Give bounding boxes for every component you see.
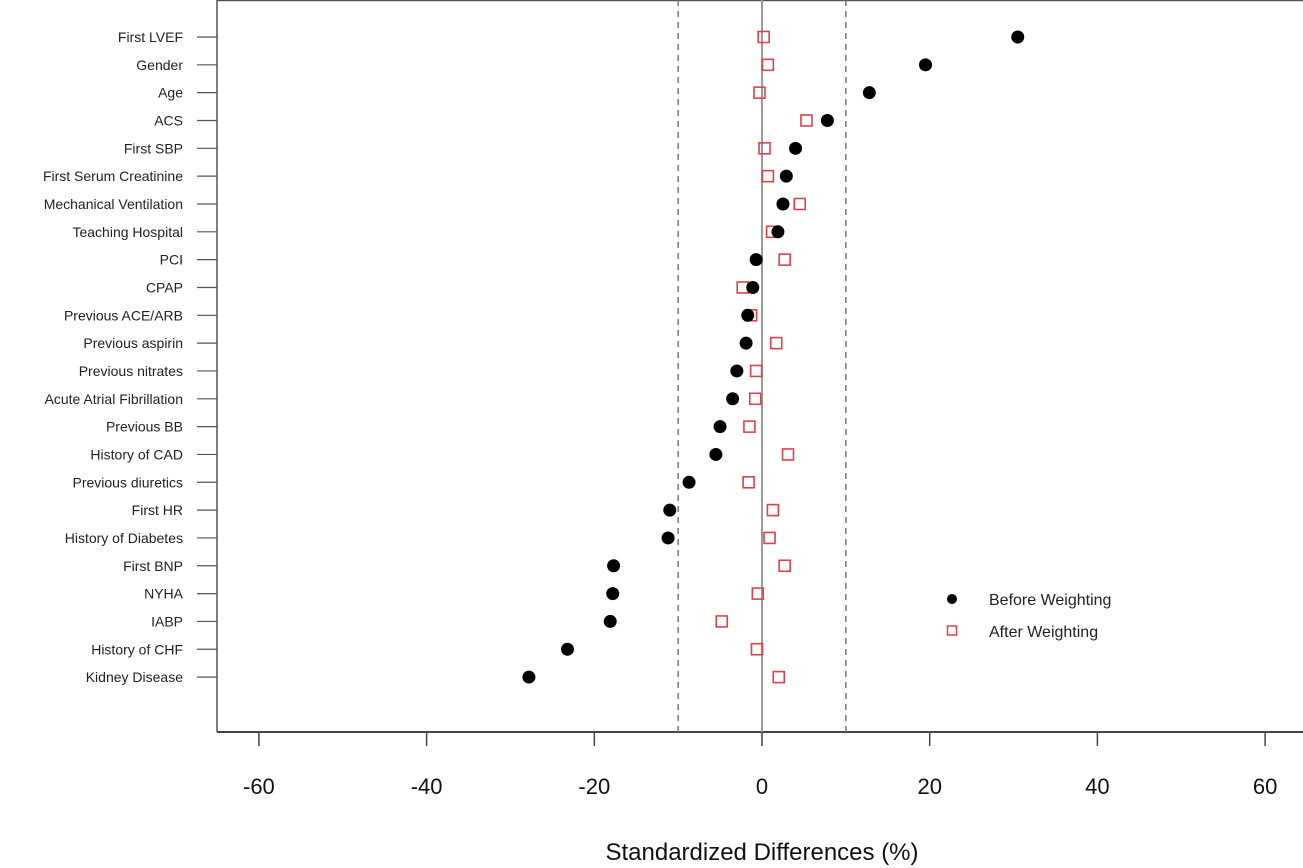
- category-label: Previous BB: [106, 419, 183, 435]
- legend-marker-before: [947, 594, 957, 604]
- category-label: First SBP: [124, 140, 183, 156]
- before-weighting-point: [919, 58, 933, 72]
- x-tick-label: 20: [917, 774, 941, 799]
- x-tick-label: -60: [243, 774, 275, 799]
- category-label: First Serum Creatinine: [43, 168, 183, 184]
- before-weighting-point: [682, 475, 696, 489]
- after-weighting-point: [793, 197, 807, 211]
- x-tick-label: 0: [756, 774, 768, 799]
- before-weighting-point: [730, 364, 744, 378]
- after-weighting-point: [743, 420, 756, 433]
- before-weighting-point: [661, 531, 675, 545]
- category-label: Previous ACE/ARB: [64, 307, 183, 323]
- after-weighting-point: [757, 30, 770, 44]
- legend: Before Weighting After Weighting: [946, 592, 1111, 641]
- category-label: CPAP: [146, 279, 183, 295]
- after-weighting-point: [761, 169, 775, 183]
- category-label: Acute Atrial Fibrillation: [44, 391, 183, 407]
- before-weighting-point: [709, 447, 723, 461]
- category-label: History of CAD: [90, 446, 183, 462]
- before-weighting-point: [663, 503, 677, 517]
- legend-marker-after: [946, 625, 958, 636]
- after-weighting-point: [772, 670, 786, 684]
- category-label: Previous aspirin: [83, 335, 183, 351]
- before-weighting-point: [560, 642, 574, 656]
- before-weighting-point: [603, 614, 617, 628]
- after-weighting-point: [778, 559, 791, 573]
- after-weighting-point: [800, 114, 813, 127]
- after-weighting-point: [758, 142, 771, 155]
- data-points: [522, 30, 1025, 684]
- after-weighting-point: [769, 336, 783, 350]
- before-weighting-point: [1011, 30, 1025, 44]
- y-axis: First LVEF Gender Age ACS First SBP First Ser…: [43, 29, 217, 685]
- category-label: Gender: [136, 57, 183, 73]
- after-weighting-point: [750, 642, 764, 656]
- legend-label-before: Before Weighting: [989, 592, 1111, 609]
- after-weighting-point: [778, 253, 791, 266]
- category-label: First HR: [132, 502, 183, 518]
- after-weighting-point: [751, 587, 765, 600]
- before-weighting-point: [749, 253, 763, 267]
- x-tick-label: -40: [411, 774, 443, 799]
- category-label: Mechanical Ventilation: [44, 196, 183, 212]
- category-label: PCI: [160, 252, 183, 268]
- category-label: Previous diuretics: [73, 474, 184, 490]
- before-weighting-point: [820, 113, 834, 127]
- category-label: Kidney Disease: [86, 669, 183, 685]
- category-label: First LVEF: [118, 29, 183, 45]
- category-label: Previous nitrates: [79, 363, 183, 379]
- before-weighting-point: [771, 225, 785, 239]
- category-label: First BNP: [123, 558, 183, 574]
- after-weighting-point: [748, 392, 762, 406]
- after-weighting-point: [742, 475, 755, 489]
- category-label: Teaching Hospital: [72, 224, 183, 240]
- after-weighting-point: [715, 615, 729, 628]
- category-label: Age: [158, 85, 183, 101]
- category-label: History of Diabetes: [65, 530, 183, 546]
- after-weighting-point: [766, 503, 780, 517]
- after-weighting-point: [763, 531, 776, 545]
- after-weighting-point: [761, 58, 775, 72]
- x-axis-title: Standardized Differences (%): [605, 839, 918, 866]
- legend-label-after: After Weighting: [989, 624, 1098, 641]
- x-tick-label: 40: [1085, 774, 1109, 799]
- before-weighting-point: [746, 280, 760, 294]
- x-tick-label: 60: [1253, 774, 1277, 799]
- before-weighting-point: [606, 587, 620, 601]
- before-weighting-point: [607, 559, 621, 573]
- before-weighting-point: [779, 169, 793, 183]
- category-label: NYHA: [144, 586, 184, 602]
- before-weighting-point: [726, 392, 740, 406]
- before-weighting-point: [739, 336, 753, 350]
- category-label: IABP: [151, 613, 183, 629]
- x-axis: -60 -40 -20 0 20 40 60: [243, 732, 1277, 799]
- category-label: History of CHF: [91, 641, 183, 657]
- before-weighting-point: [789, 141, 803, 155]
- before-weighting-point: [862, 86, 876, 100]
- x-tick-label: -20: [578, 774, 610, 799]
- after-weighting-point: [753, 86, 766, 99]
- before-weighting-point: [713, 420, 727, 434]
- after-weighting-point: [749, 364, 763, 378]
- before-weighting-point: [776, 197, 790, 211]
- after-weighting-point: [781, 448, 795, 461]
- before-weighting-point: [741, 308, 755, 322]
- plot-frame: [216, 0, 1303, 733]
- category-label: ACS: [154, 112, 183, 128]
- before-weighting-point: [522, 670, 536, 684]
